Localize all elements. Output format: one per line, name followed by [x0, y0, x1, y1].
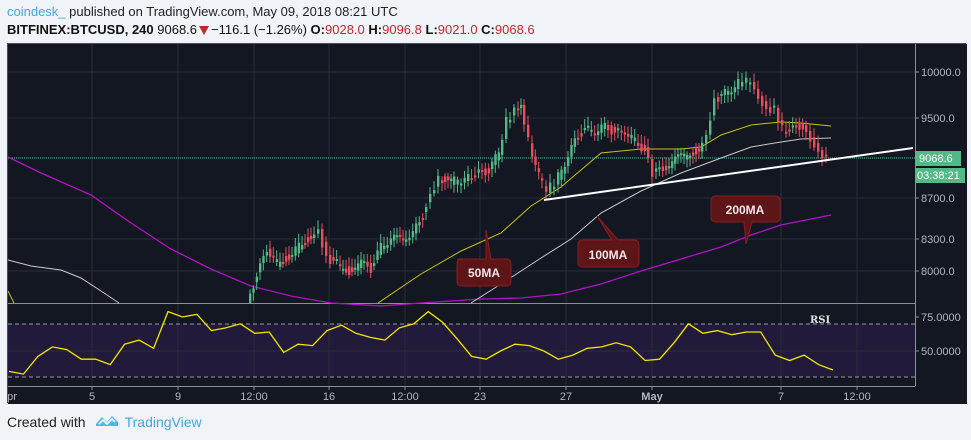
time-tick: 16 [323, 391, 335, 403]
time-tick: 23 [474, 391, 486, 403]
rsi-label: RSI [810, 315, 831, 326]
price-tick: 8700.0 [921, 193, 955, 205]
rsi-tick: 75.0000 [921, 312, 961, 324]
time-tick: pr [8, 391, 17, 403]
callout-50ma: 50MA [456, 229, 512, 287]
symbol-label: BITFINEX:BTCUSD, 240 [7, 22, 154, 37]
price-change: −116.1 (−1.26%) [211, 22, 307, 37]
time-tick: 5 [89, 391, 95, 403]
price-chart[interactable]: 50MA 100MA 200MA 10000.0 9500.0 8700.0 8… [8, 44, 967, 404]
price-tick: 9500.0 [921, 113, 955, 125]
time-tick: 7 [778, 391, 784, 403]
rsi-tick: 50.0000 [921, 346, 961, 358]
callout-200ma: 200MA [710, 195, 781, 245]
ma50-line [8, 290, 15, 304]
author-link[interactable]: coindesk_ [7, 4, 66, 19]
candlesticks [249, 71, 828, 303]
countdown-tag-label: 03:38:21 [917, 170, 960, 182]
ma200-line [8, 156, 832, 307]
time-tick: 12:00 [240, 391, 268, 403]
low-value: 9021.0 [437, 22, 478, 37]
time-tick: 12:00 [843, 391, 871, 403]
open-label: O: [310, 22, 325, 37]
footer: Created with TradingView [7, 413, 202, 430]
chart-frame[interactable]: 50MA 100MA 200MA 10000.0 9500.0 8700.0 8… [7, 43, 967, 404]
price-tick: 10000.0 [921, 67, 961, 79]
close-label: C: [481, 22, 495, 37]
publish-text: published on TradingView.com, May 09, 20… [65, 4, 398, 19]
down-arrow-icon [199, 26, 210, 35]
callout-50ma-label: 50MA [468, 266, 500, 280]
last-price: 9068.6 [157, 22, 198, 37]
countdown-tag [915, 168, 965, 183]
time-tick: 12:00 [391, 391, 419, 403]
open-value: 9028.0 [325, 22, 365, 37]
tradingview-logo-icon[interactable] [95, 413, 119, 430]
high-value: 9096.8 [382, 22, 422, 37]
price-tick: 8000.0 [921, 266, 955, 278]
price-tick: 8300.0 [921, 234, 955, 246]
close-value: 9068.6 [494, 22, 535, 37]
ma100-line [8, 259, 120, 304]
rsi-line [8, 310, 834, 375]
time-axis[interactable]: pr 5 9 12:00 16 12:00 23 27 May 7 12:00 [8, 386, 871, 403]
publish-info: coindesk_ published on TradingView.com, … [7, 4, 398, 19]
last-price-tag [915, 151, 961, 166]
high-label: H: [368, 22, 383, 37]
created-with-text: Created with [7, 413, 86, 430]
tradingview-link[interactable]: TradingView [124, 413, 202, 430]
symbol-info: BITFINEX:BTCUSD, 240 9068.6 −116.1 (−1.26… [7, 22, 535, 37]
grid-vertical [91, 44, 858, 386]
callout-200ma-label: 200MA [726, 203, 765, 217]
time-tick: 27 [560, 391, 572, 403]
trendline [543, 147, 914, 201]
time-tick-month: May [641, 391, 663, 403]
callout-100ma: 100MA [577, 215, 640, 268]
low-label: L: [425, 22, 438, 37]
last-price-tag-label: 9068.6 [919, 153, 953, 165]
time-tick: 9 [175, 391, 181, 403]
callout-100ma-label: 100MA [589, 248, 628, 262]
price-axis[interactable]: 10000.0 9500.0 8700.0 8300.0 8000.0 [915, 67, 961, 278]
